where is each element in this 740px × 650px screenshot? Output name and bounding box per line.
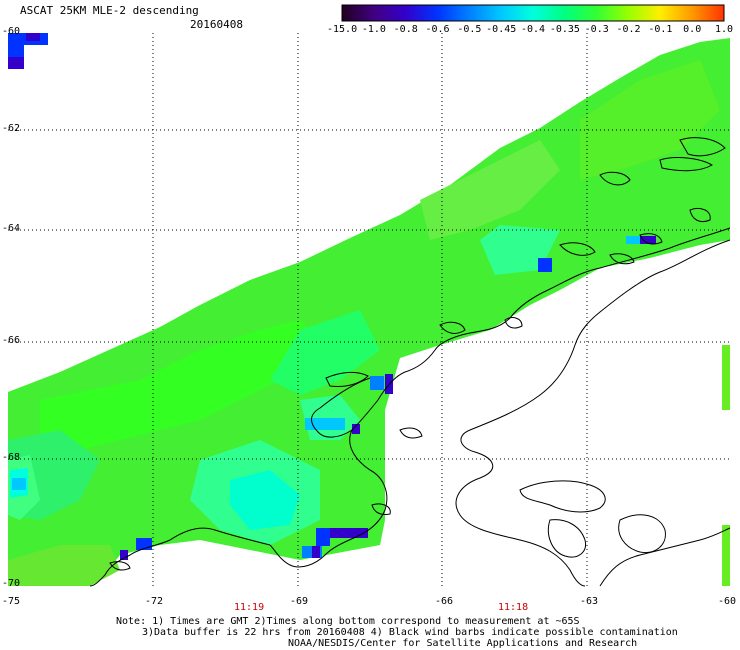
colorbar-tick-label: -0.8 [393,24,418,35]
colorbar-tick-label: -1.0 [361,24,386,35]
note-line: 3)Data buffer is 22 hrs from 20160408 4)… [142,627,678,638]
note-line: Note: 1) Times are GMT 2)Times along bot… [116,616,580,627]
edge-strip [722,525,730,586]
coastline [89,137,731,587]
edge-strip [722,345,730,410]
colorbar-tick-label: -0.2 [616,24,641,35]
x-tick-label: -63 [580,596,599,607]
colorbar-tick-label: -0.1 [648,24,673,35]
map-title: ASCAT 25KM MLE-2 descending [20,4,199,17]
colorbar-tick-label: -0.6 [425,24,450,35]
colorbar [341,4,725,22]
time-label: 11:18 [498,602,529,613]
time-label: 11:19 [234,602,265,613]
x-tick-label: -60 [718,596,737,607]
colorbar-tick-label: -0.5 [457,24,482,35]
colorbar-tick-label: -15.0 [327,24,358,35]
colorbar-tick-label: -0.3 [584,24,609,35]
map-date: 20160408 [190,18,243,31]
colorbar-tick-label: 1.0 [715,24,734,35]
y-tick-label: -68 [2,452,21,463]
swath-variations [8,60,720,586]
y-tick-label: -62 [2,123,21,134]
note-line: NOAA/NESDIS/Center for Satellite Applica… [288,638,638,649]
colorbar-tick-label: -0.35 [549,24,580,35]
colorbar-gradient [341,4,725,22]
x-tick-label: -69 [290,596,309,607]
y-tick-label: -60 [2,26,21,37]
colorbar-tick-label: -0.45 [486,24,517,35]
map-area [8,33,731,587]
y-tick-label: -66 [2,335,21,346]
colorbar-tick-label: -0.4 [521,24,546,35]
x-tick-label: -66 [435,596,454,607]
y-tick-label: -70 [2,578,21,589]
colorbar-tick-label: 0.0 [683,24,702,35]
x-tick-label: -75 [2,596,21,607]
x-tick-label: -72 [145,596,164,607]
y-tick-label: -64 [2,223,21,234]
grid-lines [8,33,730,586]
